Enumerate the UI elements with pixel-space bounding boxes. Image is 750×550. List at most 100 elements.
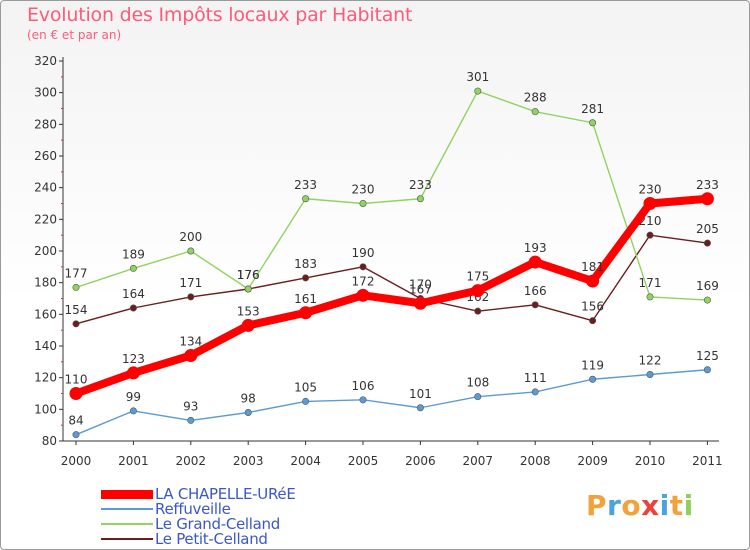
- data-point: [531, 388, 539, 396]
- data-point: [187, 416, 195, 424]
- data-label: 111: [524, 371, 547, 385]
- y-tick-label: 80: [42, 434, 57, 448]
- data-label: 176: [237, 268, 260, 282]
- data-point: [356, 288, 370, 302]
- data-point: [474, 307, 482, 315]
- x-tick-label: 2010: [635, 454, 666, 468]
- data-label: 106: [352, 379, 375, 393]
- x-tick-label: 2006: [405, 454, 436, 468]
- data-point: [474, 393, 482, 401]
- y-tick-label: 120: [34, 371, 57, 385]
- y-tick-label: 180: [34, 276, 57, 290]
- legend-swatch-reffuveille: [101, 508, 153, 510]
- data-point: [302, 195, 310, 203]
- data-label: 161: [294, 292, 317, 306]
- logo-letter: x: [641, 489, 660, 522]
- series-line-le-petit-celland: [75, 234, 709, 325]
- data-label: 230: [639, 183, 662, 197]
- data-label: 233: [696, 178, 719, 192]
- data-point: [184, 349, 198, 362]
- data-label: 166: [524, 284, 547, 298]
- data-label: 233: [409, 178, 432, 192]
- y-tick-label: 260: [34, 149, 57, 163]
- logo-letter: o: [621, 489, 642, 522]
- data-point: [471, 284, 485, 298]
- data-label: 288: [524, 91, 547, 105]
- data-point: [72, 283, 80, 291]
- data-label: 172: [352, 274, 375, 288]
- data-point: [69, 387, 83, 400]
- data-label: 153: [237, 304, 260, 318]
- data-label: 122: [639, 354, 662, 368]
- legend-swatch-la-chapelle: [101, 489, 153, 499]
- data-point: [589, 375, 597, 383]
- y-tick-label: 100: [34, 402, 57, 416]
- chart-subtitle: (en € et par an): [27, 28, 122, 42]
- data-point: [703, 239, 711, 247]
- data-point: [646, 293, 654, 301]
- data-point: [72, 431, 80, 439]
- data-label: 171: [639, 276, 662, 290]
- data-point: [299, 306, 313, 320]
- x-tick-label: 2008: [520, 454, 551, 468]
- logo-letter: r: [607, 489, 622, 522]
- data-label: 183: [294, 257, 317, 271]
- data-label: 176: [237, 268, 260, 282]
- data-label: 200: [179, 230, 202, 244]
- data-point: [531, 301, 539, 309]
- data-label: 170: [409, 278, 432, 292]
- x-tick-label: 2005: [348, 454, 379, 468]
- legend-label-le-petit-celland: Le Petit-Celland: [155, 530, 268, 548]
- data-label: 123: [122, 352, 145, 366]
- legend-item-le-grand-celland: Le Grand-Celland: [101, 515, 280, 533]
- data-label: 233: [294, 178, 317, 192]
- series-line-reffuveille: [75, 369, 709, 436]
- legend-item-reffuveille: Reffuveille: [101, 500, 231, 518]
- data-point: [72, 320, 80, 328]
- data-label: 171: [179, 276, 202, 290]
- data-label: 175: [466, 270, 489, 284]
- data-label: 125: [696, 349, 719, 363]
- data-point: [187, 247, 195, 255]
- data-label: 301: [466, 70, 489, 84]
- legend-label-la-chapelle: LA CHAPELLE-URéE: [155, 485, 296, 503]
- data-label: 169: [696, 279, 719, 293]
- data-point: [703, 366, 711, 374]
- legend-swatch-le-grand-celland: [101, 523, 153, 525]
- data-point: [126, 366, 140, 380]
- data-label: 119: [581, 358, 604, 372]
- legend-label-le-grand-celland: Le Grand-Celland: [155, 515, 280, 533]
- logo-letter: P: [586, 489, 608, 522]
- data-point: [703, 296, 711, 304]
- data-label: 156: [581, 300, 604, 314]
- data-point: [302, 397, 310, 405]
- series-line-le-grand-celland: [75, 90, 709, 301]
- data-point: [413, 296, 427, 310]
- x-tick-label: 2011: [692, 454, 723, 468]
- data-label: 193: [524, 241, 547, 255]
- data-point: [589, 317, 597, 325]
- data-point: [646, 231, 654, 239]
- data-label: 230: [352, 183, 375, 197]
- data-label: 110: [65, 373, 88, 387]
- data-point: [302, 274, 310, 282]
- legend-item-la-chapelle: LA CHAPELLE-URéE: [101, 485, 296, 503]
- data-label: 190: [352, 246, 375, 260]
- data-point: [586, 274, 600, 288]
- y-tick-label: 220: [34, 212, 57, 226]
- data-point: [531, 108, 539, 116]
- data-point: [589, 119, 597, 127]
- data-label: 164: [122, 287, 145, 301]
- data-point: [129, 264, 137, 272]
- x-tick-label: 2007: [463, 454, 494, 468]
- data-point: [129, 304, 137, 312]
- data-point: [244, 285, 252, 293]
- y-tick-label: 160: [34, 307, 57, 321]
- series-line-la-chapelle-ur-e: [72, 194, 712, 398]
- data-label: 105: [294, 380, 317, 394]
- data-point: [643, 197, 657, 210]
- data-point: [241, 318, 255, 332]
- x-tick-label: 2004: [290, 454, 321, 468]
